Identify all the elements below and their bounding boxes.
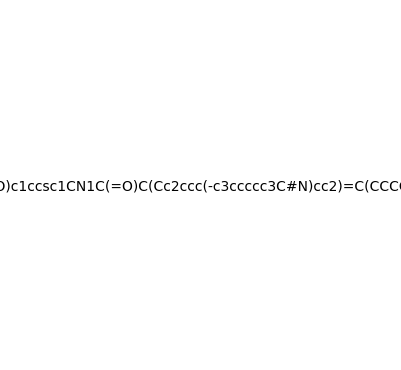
Text: COC(=O)c1ccsc1CN1C(=O)C(Cc2ccc(-c3ccccc3C#N)cc2)=C(CCCC)N=C1C: COC(=O)c1ccsc1CN1C(=O)C(Cc2ccc(-c3ccccc3… xyxy=(0,180,401,194)
